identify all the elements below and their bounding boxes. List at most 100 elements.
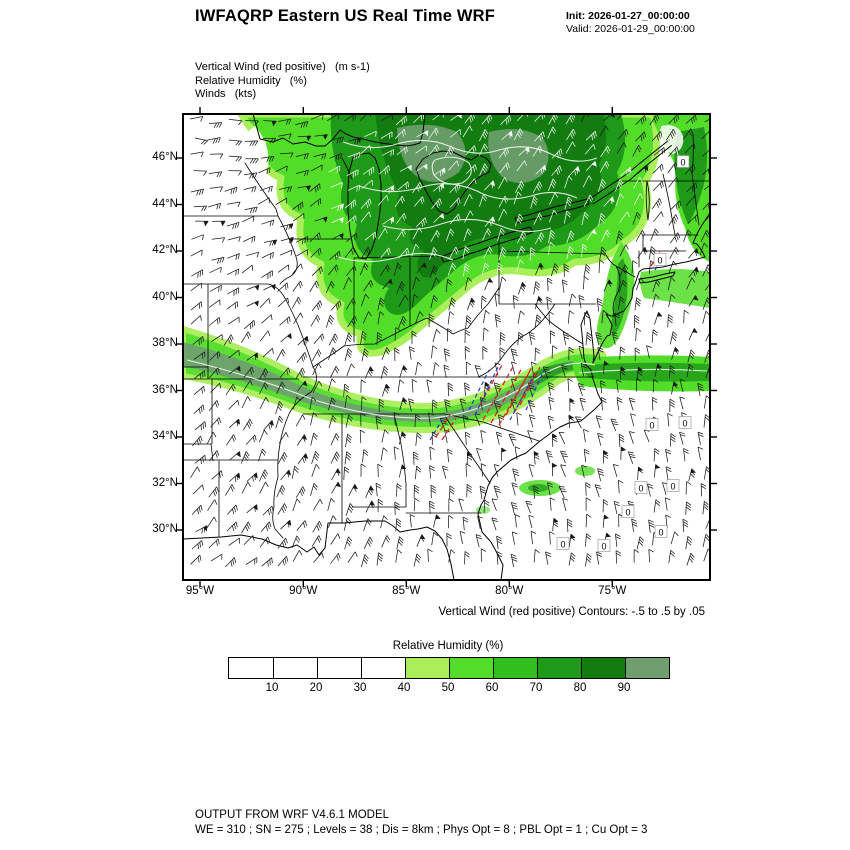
wind-barb	[377, 228, 388, 240]
wind-barb	[292, 201, 304, 211]
wind-barb	[329, 366, 340, 378]
wind-barb	[652, 293, 660, 307]
wind-barb	[361, 179, 374, 189]
wind-barb	[569, 166, 580, 177]
wind-barb	[532, 181, 543, 194]
wind-barb	[310, 483, 318, 496]
wind-barb	[244, 206, 258, 214]
wind-barb	[685, 481, 692, 495]
wind-barb	[207, 499, 218, 511]
wind-barb	[618, 296, 625, 310]
wind-barb	[699, 242, 708, 256]
wind-barb	[479, 129, 489, 142]
wind-barb	[496, 262, 503, 277]
wind-barb	[646, 345, 652, 359]
wind-barb	[380, 365, 389, 379]
wind-barb	[667, 412, 673, 427]
wind-barb-flag	[303, 336, 309, 342]
wind-barb	[310, 164, 323, 172]
wind-barb	[479, 163, 489, 176]
wind-barb	[395, 518, 402, 532]
wind-barb	[481, 262, 490, 276]
wind-barb	[474, 365, 482, 378]
wind-barb	[598, 213, 606, 227]
wind-barb	[245, 434, 257, 445]
colorbar-cell	[581, 658, 625, 678]
wind-barb	[398, 295, 409, 307]
wind-barb	[581, 211, 589, 225]
wind-barb	[476, 448, 482, 461]
wind-barb	[549, 192, 559, 205]
wind-barb	[679, 431, 686, 445]
colorbar-tick: 50	[441, 682, 455, 694]
wind-barb	[697, 431, 704, 445]
wind-barb	[650, 228, 659, 242]
wind-barb	[601, 310, 608, 324]
wind-barb	[499, 162, 510, 174]
wind-barb	[583, 264, 591, 278]
wind-barb-flag	[254, 285, 259, 291]
zero-label-box	[678, 416, 692, 429]
wind-barb	[578, 295, 585, 309]
wind-barb-flag	[552, 433, 557, 439]
wind-barb	[413, 497, 420, 512]
wind-barb	[428, 127, 439, 140]
zero-label-box	[645, 418, 659, 431]
wind-barb-flag	[203, 221, 209, 226]
wind-barb-flag	[604, 361, 609, 366]
wind-barb	[566, 246, 574, 260]
wind-barb	[309, 396, 317, 410]
wind-barb-flag	[591, 229, 597, 235]
wind-barb	[431, 431, 438, 445]
red-contour	[435, 250, 661, 441]
wind-barb-field	[189, 114, 710, 568]
wind-barb	[277, 297, 290, 308]
rh-region-ocean-band-core	[583, 362, 710, 382]
wind-barb	[275, 415, 284, 429]
wind-barb	[491, 498, 498, 511]
wind-barb	[510, 553, 518, 568]
wind-barb	[443, 348, 451, 362]
wind-barb	[258, 167, 271, 175]
wind-barb	[484, 277, 494, 291]
wind-barb	[415, 145, 427, 154]
wind-barb	[491, 517, 498, 531]
wind-barb	[551, 433, 558, 447]
map-frame	[182, 113, 711, 581]
wind-barb	[546, 296, 553, 310]
wind-barb	[433, 167, 446, 177]
wind-barb	[465, 315, 472, 329]
wind-barb	[394, 501, 400, 516]
wind-barb-flag	[485, 382, 490, 387]
wind-barb	[686, 182, 698, 193]
axis-ticks	[176, 107, 717, 587]
wind-barb-flag	[335, 482, 341, 487]
wind-barb	[278, 118, 292, 125]
wind-barb	[409, 514, 416, 528]
wind-barb	[430, 484, 436, 499]
wind-barb	[597, 432, 604, 446]
wind-barb	[615, 178, 624, 192]
wind-barb	[498, 414, 505, 428]
wind-barb-flag	[620, 366, 626, 372]
wind-barb	[276, 485, 286, 498]
lon-label: 80°W	[495, 585, 524, 597]
wind-barb	[448, 498, 454, 512]
wind-barb	[498, 147, 510, 159]
wind-barb-flag	[272, 239, 277, 245]
long-island	[638, 271, 676, 284]
wind-barb-flag	[401, 431, 406, 437]
wind-barb	[360, 198, 372, 209]
wind-barb	[190, 188, 204, 196]
wind-barb	[561, 279, 568, 293]
wind-barb	[682, 128, 694, 140]
wind-barb-flag	[339, 217, 344, 223]
wind-barb	[682, 518, 689, 533]
wind-barb-flag	[643, 165, 648, 171]
wind-barb	[664, 497, 671, 511]
wind-barb	[558, 485, 567, 499]
wind-barb	[278, 133, 292, 140]
wind-barb	[530, 530, 537, 545]
wind-barb	[652, 181, 664, 192]
wind-barb	[346, 232, 358, 243]
